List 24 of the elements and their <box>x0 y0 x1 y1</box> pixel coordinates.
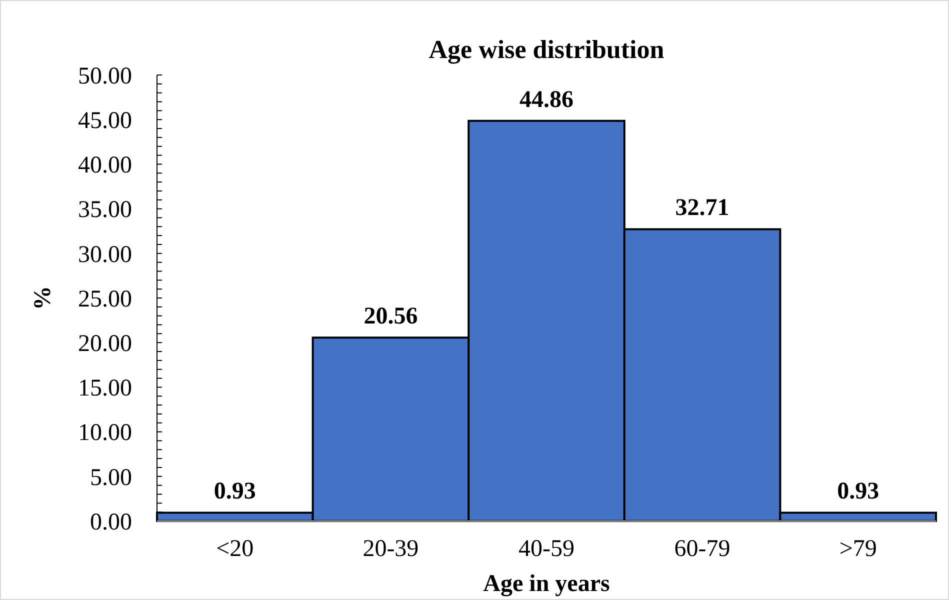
x-tick-label: >79 <box>839 536 877 562</box>
data-label: 0.93 <box>837 478 880 505</box>
y-tick-label: 20.00 <box>78 331 132 357</box>
x-tick-label: 40-59 <box>518 536 574 562</box>
data-label: 32.71 <box>675 195 730 222</box>
y-tick-label: 0.00 <box>90 509 132 536</box>
y-tick-label: 10.00 <box>78 420 132 446</box>
y-tick-label: 50.00 <box>78 63 132 90</box>
y-tick-label: 40.00 <box>78 152 132 179</box>
x-tick-label: <20 <box>216 536 254 562</box>
data-label: 20.56 <box>364 304 418 330</box>
chart-title: Age wise distribution <box>428 35 665 64</box>
y-tick-label: 15.00 <box>78 376 132 402</box>
y-tick-label: 35.00 <box>78 197 132 224</box>
x-axis-title: Age in years <box>483 571 610 597</box>
y-tick-label: 30.00 <box>78 242 132 268</box>
y-tick-label: 25.00 <box>78 286 132 312</box>
data-label: 0.93 <box>214 478 256 505</box>
y-axis-title: % <box>30 286 56 310</box>
x-tick-label: 60-79 <box>674 536 730 562</box>
y-tick-label: 45.00 <box>78 108 132 134</box>
x-tick-label: 20-39 <box>362 536 419 562</box>
data-label: 44.86 <box>520 86 574 113</box>
y-tick-label: 5.00 <box>90 464 132 491</box>
